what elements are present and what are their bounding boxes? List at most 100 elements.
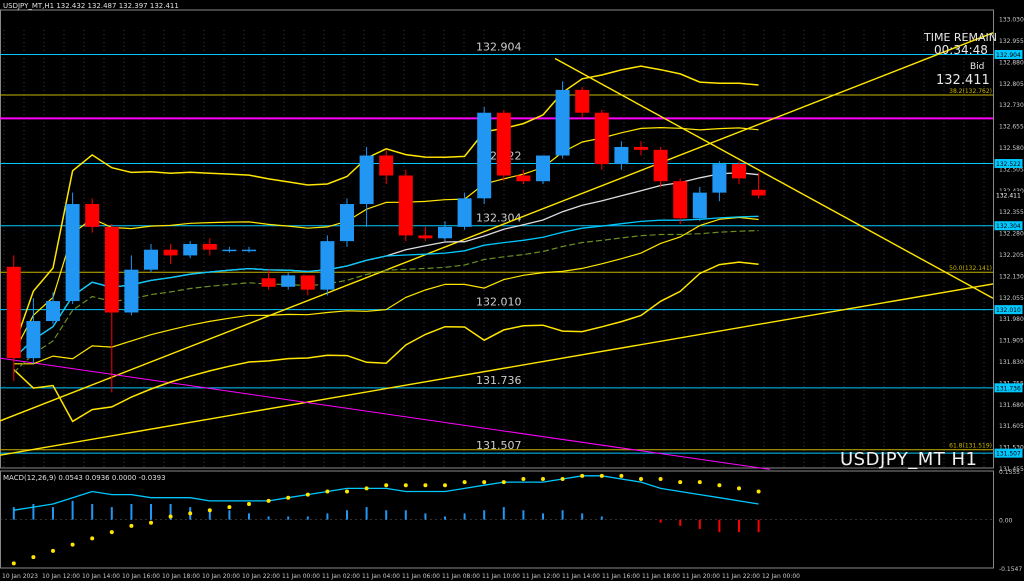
candle-body <box>477 112 492 199</box>
candle-body <box>183 243 198 256</box>
price-tag-label: 132.904 <box>996 52 1021 59</box>
time-axis-label: 10 Jan 20:00 <box>202 573 240 580</box>
macd-signal-dot <box>462 480 467 485</box>
candle-body <box>732 164 746 179</box>
candle-body <box>340 204 354 242</box>
macd-signal-dot <box>188 511 193 516</box>
price-pane-frame <box>0 9 994 469</box>
price-tag-box <box>994 448 1023 458</box>
macd-signal-dot <box>580 473 585 478</box>
macd-signal-dot <box>11 561 16 566</box>
time-axis-label: 10 Jan 16:00 <box>122 573 160 580</box>
macd-signal-dot <box>482 480 487 485</box>
trendline-down <box>554 57 994 299</box>
candle-body <box>438 226 452 239</box>
price-axis-label: 132.880 <box>999 59 1024 66</box>
time-axis-label: 11 Jan 16:00 <box>602 573 640 580</box>
level-label: 132.904 <box>476 41 522 54</box>
candle-body <box>418 235 433 239</box>
price-axis-label: 131.905 <box>999 338 1024 345</box>
macd-signal-dot <box>560 476 565 481</box>
macd-signal-dot <box>109 530 114 535</box>
candle-body <box>712 164 727 193</box>
candle-body <box>751 189 766 196</box>
price-tag-label: 132.304 <box>996 223 1021 230</box>
candle-body <box>26 321 41 359</box>
macd-signal-dot <box>168 514 173 519</box>
candle-body <box>614 146 629 165</box>
price-axis-label: 132.580 <box>999 145 1024 152</box>
candle-body <box>516 175 531 182</box>
fib-label: 38.2(132.762) <box>949 88 992 95</box>
macd-axis-label: 0.00 <box>999 518 1013 525</box>
symbol-header: USDJPY_MT,H1 132.432 132.487 132.397 132… <box>3 2 179 10</box>
price-tag-label: 132.411 <box>996 193 1021 200</box>
macd-axis-label: -0.1547 <box>999 566 1022 573</box>
time-axis-label: 12 Jan 00:00 <box>762 573 800 580</box>
price-axis-label: 132.130 <box>999 273 1024 280</box>
macd-signal-dot <box>51 548 55 553</box>
macd-signal-dot <box>423 483 428 488</box>
price-axis-label: 131.530 <box>999 445 1024 452</box>
candle-body <box>653 149 668 182</box>
time-axis-label: 11 Jan 12:00 <box>522 573 560 580</box>
price-tag-box <box>994 305 1023 315</box>
time-axis-label: 10 Jan 12:00 <box>42 573 80 580</box>
price-axis-label: 131.980 <box>999 316 1024 323</box>
candle-body <box>6 266 21 359</box>
candle-body <box>300 275 315 290</box>
time-axis-label: 11 Jan 06:00 <box>402 573 440 580</box>
price-axis-label: 131.680 <box>999 402 1024 409</box>
candle-body <box>222 249 237 252</box>
candle-body <box>242 249 256 252</box>
price-axis-label: 132.805 <box>999 81 1024 88</box>
time-axis-label: 10 Jan 18:00 <box>162 573 200 580</box>
candle-body <box>46 301 60 322</box>
macd-signal-dot <box>364 486 369 491</box>
bollinger-upper-2 <box>13 65 759 347</box>
macd-signal-dot <box>207 508 212 513</box>
candle-body <box>536 155 550 182</box>
macd-signal-dot <box>286 495 291 500</box>
candle-body <box>202 243 217 250</box>
price-axis-label: 132.730 <box>999 102 1024 109</box>
macd-signal-dot <box>639 476 643 481</box>
candle-body <box>144 249 158 270</box>
bollinger-lower-1 <box>13 216 759 365</box>
macd-signal-dot <box>756 489 761 494</box>
candle-body <box>359 155 374 205</box>
price-tag-label: 132.010 <box>996 307 1021 314</box>
macd-signal-dot <box>227 505 232 510</box>
macd-signal-dot <box>717 483 722 488</box>
candle-body <box>104 226 119 313</box>
time-axis-label: 11 Jan 02:00 <box>322 573 360 580</box>
macd-signal-dot <box>384 483 389 488</box>
fib-label: 50.0(132.141) <box>949 265 992 272</box>
price-axis-label: 132.055 <box>999 295 1024 302</box>
candle-body <box>85 204 100 227</box>
price-axis-label: 132.955 <box>999 38 1024 45</box>
price-axis-label: 131.455 <box>999 466 1024 473</box>
candle-body <box>163 249 178 256</box>
candle-body <box>575 89 590 113</box>
macd-label: MACD(12,26,9) 0.0543 0.0936 0.0000 -0.03… <box>3 474 166 482</box>
time-axis-label: 11 Jan 22:00 <box>722 573 760 580</box>
price-tag-label: 131.507 <box>996 451 1021 458</box>
macd-signal-dot <box>345 489 349 494</box>
macd-signal-dot <box>70 542 75 547</box>
time-remain-value: 00:34:48 <box>934 43 988 57</box>
macd-signal-dot <box>541 476 545 481</box>
candle-body <box>124 269 139 313</box>
price-tag-label: 131.736 <box>996 385 1021 392</box>
level-label: 131.507 <box>476 439 522 452</box>
candle-body <box>379 155 394 176</box>
time-axis-label: 11 Jan 14:00 <box>562 573 600 580</box>
level-label: 131.736 <box>476 374 522 387</box>
time-remain-title: TIME REMAIN <box>924 31 997 44</box>
price-tag-box <box>994 159 1023 169</box>
magenta-trendline <box>0 357 771 470</box>
macd-signal-dot <box>403 483 408 488</box>
macd-signal-dot <box>129 523 134 528</box>
